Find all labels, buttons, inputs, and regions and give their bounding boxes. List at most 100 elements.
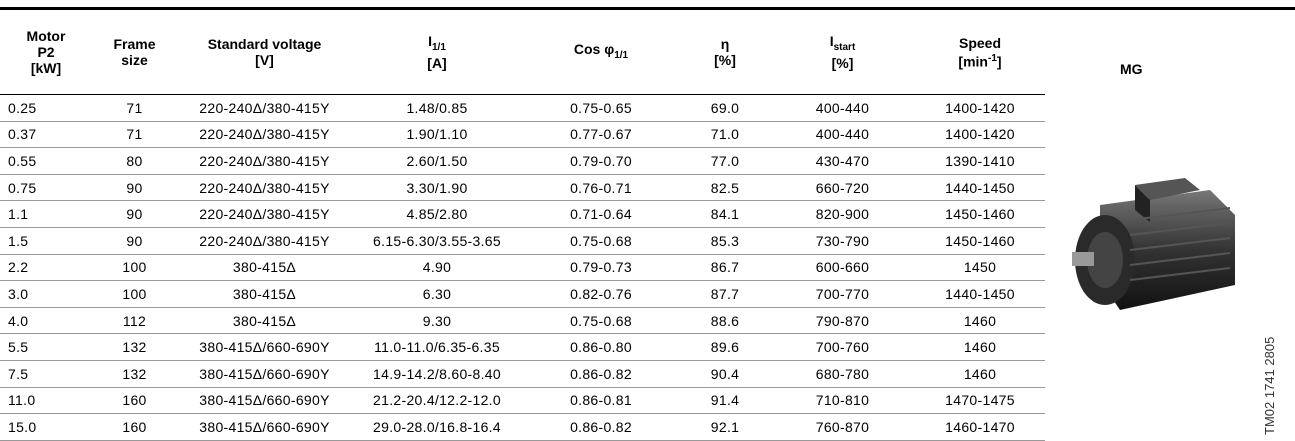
table-cell: 380-415Δ/660-690Y [177, 413, 352, 441]
header-text: I [428, 32, 432, 49]
table-cell: 100 [92, 280, 177, 308]
table-cell: 0.25 [0, 94, 92, 122]
header-unit: [A] [427, 55, 447, 72]
table-cell: 0.79-0.70 [522, 147, 680, 175]
table-cell: 1450 [915, 254, 1045, 282]
table-cell: 0.37 [0, 121, 92, 149]
table-cell: 0.86-0.82 [522, 413, 680, 441]
top-rule [0, 7, 1295, 10]
table-cell: 680-780 [770, 360, 915, 388]
table-cell: 1460-1470 [915, 413, 1045, 441]
table-cell: 69.0 [680, 94, 770, 122]
column-header: Standard voltage [V] [177, 10, 352, 95]
image-code: TM02 1741 2805 [1262, 336, 1277, 435]
header-unit: [min [958, 53, 988, 70]
table-cell: 0.75-0.68 [522, 307, 680, 335]
table-cell: 220-240Δ/380-415Y [177, 200, 352, 228]
table-cell: 90 [92, 200, 177, 228]
table-cell: 89.6 [680, 333, 770, 361]
table-cell: 71 [92, 94, 177, 122]
table-cell: 790-870 [770, 307, 915, 335]
table-cell: 112 [92, 307, 177, 335]
column-header: Motor P2 [kW] [0, 10, 92, 95]
table-cell: 0.82-0.76 [522, 280, 680, 308]
motor-image [1072, 178, 1235, 310]
table-cell: 6.15-6.30/3.55-3.65 [352, 227, 522, 255]
table-cell: 0.76-0.71 [522, 174, 680, 202]
table-cell: 220-240Δ/380-415Y [177, 174, 352, 202]
table-cell: 90 [92, 227, 177, 255]
column-header: Cos φ1/1 [522, 10, 680, 95]
table-cell: 4.85/2.80 [352, 200, 522, 228]
table-cell: 380-415Δ [177, 280, 352, 308]
column-header: η [%] [680, 10, 770, 95]
table-cell: 90 [92, 174, 177, 202]
header-row: Motor P2 [kW] Frame size Standard voltage [V] I… [0, 10, 1045, 95]
table-row: 5.5 132 380-415Δ/660-690Y 11.0-11.0/6.35-6.… [0, 333, 1045, 361]
table-cell: 5.5 [0, 333, 92, 361]
table-cell: 0.77-0.67 [522, 121, 680, 149]
table-cell: 380-415Δ/660-690Y [177, 333, 352, 361]
header-text: η [720, 36, 730, 52]
table-cell: 4.90 [352, 254, 522, 282]
header-text: I [829, 32, 834, 49]
table-cell: 0.86-0.82 [522, 360, 680, 388]
table-cell: 380-415Δ/660-690Y [177, 360, 352, 388]
table-cell: 1.90/1.10 [352, 121, 522, 149]
table-cell: 430-470 [770, 147, 915, 175]
table-cell: 1440-1450 [915, 280, 1045, 308]
table-cell: 1460 [915, 360, 1045, 388]
header-text: [kW] [30, 60, 62, 76]
header-text: Standard voltage [207, 36, 322, 52]
table-row: 0.55 80 220-240Δ/380-415Y 2.60/1.50 0.79-0.7… [0, 147, 1045, 175]
table-cell: 85.3 [680, 227, 770, 255]
table-cell: 1.1 [0, 200, 92, 228]
table-cell: 2.2 [0, 254, 92, 282]
table-cell: 700-760 [770, 333, 915, 361]
header-text: [V] [255, 52, 274, 68]
table-cell: 760-870 [770, 413, 915, 441]
header-subscript: 1/1 [614, 49, 629, 61]
table-cell: 71.0 [680, 121, 770, 149]
table-cell: 29.0-28.0/16.8-16.4 [352, 413, 522, 441]
table-cell: 0.75-0.68 [522, 227, 680, 255]
table-cell: 2.60/1.50 [352, 147, 522, 175]
table-cell: 1460 [915, 307, 1045, 335]
table-cell: 9.30 [352, 307, 522, 335]
table-body: 0.25 71 220-240Δ/380-415Y 1.48/0.85 0.75-0.6… [0, 94, 1045, 441]
table-cell: 71 [92, 121, 177, 149]
table-cell: 3.30/1.90 [352, 174, 522, 202]
table-cell: 220-240Δ/380-415Y [177, 147, 352, 175]
table-cell: 0.55 [0, 147, 92, 175]
table-cell: 730-790 [770, 227, 915, 255]
table-cell: 1.48/0.85 [352, 94, 522, 122]
column-header: Istart [%] [770, 10, 915, 95]
table-cell: 710-810 [770, 387, 915, 415]
table-cell: 7.5 [0, 360, 92, 388]
header-superscript: -1 [987, 52, 997, 64]
table-cell: 82.5 [680, 174, 770, 202]
table-cell: 160 [92, 413, 177, 441]
table-cell: 1470-1475 [915, 387, 1045, 415]
table-row: 0.75 90 220-240Δ/380-415Y 3.30/1.90 0.76-0.7… [0, 174, 1045, 202]
table-cell: 86.7 [680, 254, 770, 282]
table-cell: 1450-1460 [915, 227, 1045, 255]
table-cell: 400-440 [770, 94, 915, 122]
table-cell: 11.0 [0, 387, 92, 415]
motor-table: Motor P2 [kW] Frame size Standard voltage [V] I… [0, 10, 1045, 441]
table-cell: 14.9-14.2/8.60-8.40 [352, 360, 522, 388]
table-cell: 700-770 [770, 280, 915, 308]
table-cell: 3.0 [0, 280, 92, 308]
table-cell: 0.79-0.73 [522, 254, 680, 282]
table-cell: 0.71-0.64 [522, 200, 680, 228]
table-row: 11.0 160 380-415Δ/660-690Y 21.2-20.4/12.2-1… [0, 387, 1045, 415]
table-cell: 88.6 [680, 307, 770, 335]
column-header: I1/1 [A] [352, 10, 522, 95]
table-cell: 77.0 [680, 147, 770, 175]
table-cell: 132 [92, 333, 177, 361]
table-cell: 600-660 [770, 254, 915, 282]
table-cell: 660-720 [770, 174, 915, 202]
table-cell: 400-440 [770, 121, 915, 149]
header-unit: [%] [831, 55, 854, 72]
table-cell: 220-240Δ/380-415Y [177, 121, 352, 149]
